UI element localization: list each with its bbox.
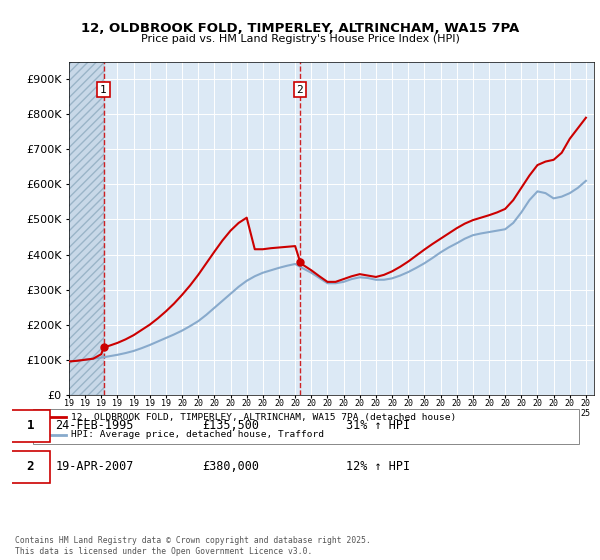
Text: £135,500: £135,500 xyxy=(202,419,259,432)
Text: 1: 1 xyxy=(100,85,107,95)
Text: £380,000: £380,000 xyxy=(202,460,259,473)
FancyBboxPatch shape xyxy=(33,409,579,444)
Text: Price paid vs. HM Land Registry's House Price Index (HPI): Price paid vs. HM Land Registry's House … xyxy=(140,34,460,44)
FancyBboxPatch shape xyxy=(11,451,50,483)
Text: 2: 2 xyxy=(296,85,304,95)
Bar xyxy=(69,62,104,395)
Text: 31% ↑ HPI: 31% ↑ HPI xyxy=(346,419,410,432)
FancyBboxPatch shape xyxy=(11,410,50,442)
Text: 2: 2 xyxy=(26,460,34,473)
Text: 24-FEB-1995: 24-FEB-1995 xyxy=(55,419,134,432)
Text: HPI: Average price, detached house, Trafford: HPI: Average price, detached house, Traf… xyxy=(71,431,325,440)
Text: 12, OLDBROOK FOLD, TIMPERLEY, ALTRINCHAM, WA15 7PA (detached house): 12, OLDBROOK FOLD, TIMPERLEY, ALTRINCHAM… xyxy=(71,413,457,422)
Text: 19-APR-2007: 19-APR-2007 xyxy=(55,460,134,473)
Text: Contains HM Land Registry data © Crown copyright and database right 2025.
This d: Contains HM Land Registry data © Crown c… xyxy=(15,536,371,556)
Text: 12% ↑ HPI: 12% ↑ HPI xyxy=(346,460,410,473)
Text: 1: 1 xyxy=(26,419,34,432)
Text: 12, OLDBROOK FOLD, TIMPERLEY, ALTRINCHAM, WA15 7PA: 12, OLDBROOK FOLD, TIMPERLEY, ALTRINCHAM… xyxy=(81,22,519,35)
